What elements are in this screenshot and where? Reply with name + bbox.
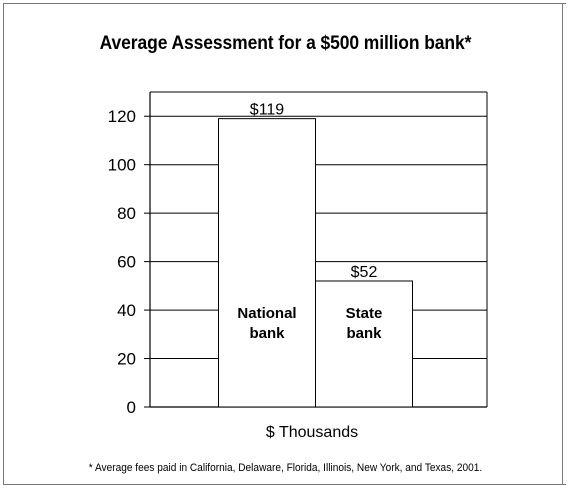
bar-label-1-line-1: National	[237, 305, 296, 322]
chart-title: Average Assessment for a $500 million ba…	[99, 33, 472, 54]
bar-label-1-line-2: bank	[249, 325, 285, 342]
y-tick-label-100: 100	[108, 156, 136, 175]
chart-frame	[3, 3, 566, 485]
data-label-1: $119	[250, 102, 285, 119]
y-tick-label-40: 40	[117, 301, 136, 320]
y-tick-label-60: 60	[117, 253, 136, 272]
x-axis-label: $ Thousands	[266, 424, 358, 441]
y-tick-label-0: 0	[127, 398, 136, 417]
bar-label-2-line-2: bank	[346, 325, 382, 342]
y-tick-label-120: 120	[108, 107, 136, 126]
bar-label-2-line-1: State	[346, 305, 383, 322]
y-tick-label-20: 20	[117, 350, 136, 369]
footnote: * Average fees paid in California, Delaw…	[88, 462, 483, 474]
data-label-2: $52	[351, 264, 378, 281]
bar-2	[315, 280, 413, 408]
chart-frame-right-edge	[562, 3, 563, 485]
bar-1	[218, 118, 316, 408]
y-tick-label-80: 80	[117, 204, 136, 223]
